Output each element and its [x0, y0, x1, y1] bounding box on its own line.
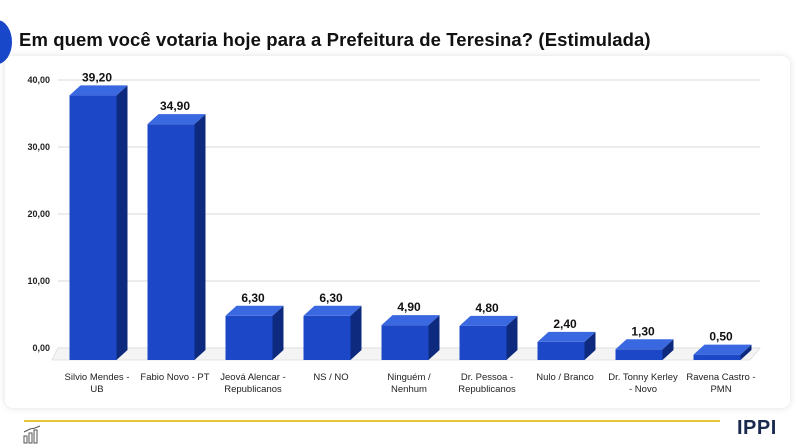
y-tick-label: 20,00	[27, 209, 50, 219]
bar-top	[69, 85, 128, 96]
data-label: 6,30	[319, 291, 343, 305]
data-label: 0,50	[709, 330, 733, 344]
x-tick-label: - Novo	[629, 384, 657, 395]
x-tick-label: UB	[90, 384, 103, 395]
bar	[693, 354, 741, 360]
x-tick-label: Jeová Alencar -	[220, 372, 285, 383]
footer-divider	[24, 420, 720, 422]
data-label: 4,80	[475, 301, 499, 315]
bar	[615, 349, 663, 360]
y-tick-label: 0,00	[32, 343, 50, 353]
ippi-logo: IPPI	[737, 417, 777, 439]
bar-side	[662, 339, 674, 360]
x-tick-label: Republicanos	[458, 384, 516, 395]
bar-top	[537, 331, 596, 342]
bar-side	[584, 331, 596, 360]
bar-top	[615, 339, 674, 350]
x-tick-label: Nenhum	[391, 384, 427, 395]
bar-top	[381, 315, 440, 326]
y-tick-label: 40,00	[27, 75, 50, 85]
bar-side	[272, 305, 284, 360]
bar-top	[147, 114, 206, 125]
bar	[225, 315, 273, 360]
x-tick-label: Ninguém /	[387, 372, 431, 383]
bar-top	[303, 305, 362, 316]
x-tick-label: Dr. Pessoa -	[461, 372, 513, 383]
bar-side	[428, 315, 440, 360]
corner-decoration	[0, 20, 12, 64]
bar	[147, 124, 195, 360]
data-label: 1,30	[631, 324, 655, 338]
data-label: 34,90	[160, 99, 190, 113]
bar	[303, 315, 351, 360]
bar	[537, 341, 585, 360]
bar	[459, 325, 507, 360]
data-label: 39,20	[82, 70, 112, 84]
bar-side	[350, 305, 362, 360]
bar	[69, 95, 117, 361]
data-label: 6,30	[241, 291, 265, 305]
x-tick-label: Ravena Castro -	[686, 372, 755, 383]
x-tick-label: Silvio Mendes -	[65, 372, 130, 383]
x-tick-label: Dr. Tonny Kerley	[608, 372, 678, 383]
chart-growth-icon	[23, 425, 41, 444]
bar-side	[506, 315, 518, 360]
bar-top	[693, 344, 752, 355]
bar-side	[116, 85, 128, 361]
data-label: 2,40	[553, 317, 577, 331]
x-tick-label: Republicanos	[224, 384, 282, 395]
bar-side	[194, 114, 206, 360]
data-label: 4,90	[397, 300, 421, 314]
x-tick-label: Nulo / Branco	[536, 372, 594, 383]
x-tick-label: PMN	[710, 384, 731, 395]
x-tick-label: Fabio Novo - PT	[140, 372, 209, 383]
bar-top	[459, 315, 518, 326]
y-tick-label: 30,00	[27, 142, 50, 152]
chart-title: Em quem você votaria hoje para a Prefeit…	[19, 29, 651, 50]
bar	[381, 325, 429, 360]
y-tick-label: 10,00	[27, 276, 50, 286]
bar-side	[740, 344, 752, 360]
bar-top	[225, 305, 284, 316]
x-tick-label: NS / NO	[313, 372, 348, 383]
